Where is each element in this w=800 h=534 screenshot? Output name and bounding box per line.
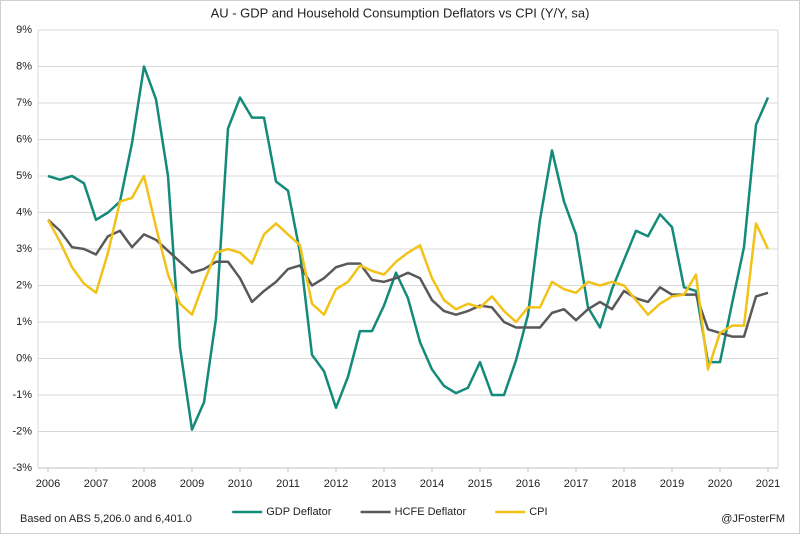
y-tick-label: 4%	[16, 206, 32, 218]
series-line	[47, 65, 770, 431]
legend-label: HCFE Deflator	[395, 506, 467, 518]
series-line	[47, 218, 769, 338]
series-line	[46, 174, 770, 371]
x-tick-label: 2014	[420, 478, 444, 490]
x-tick-label: 2009	[180, 478, 204, 490]
chart-title: AU - GDP and Household Consumption Defla…	[211, 5, 590, 20]
y-tick-label: 0%	[16, 352, 32, 364]
source-note: Based on ABS 5,206.0 and 6,401.0	[20, 513, 192, 525]
y-tick-label: 2%	[16, 279, 32, 291]
x-tick-label: 2011	[276, 478, 300, 490]
x-tick-label: 2007	[84, 478, 108, 490]
y-tick-label: 9%	[16, 24, 32, 36]
x-tick-label: 2020	[708, 478, 732, 490]
x-tick-label: 2016	[516, 478, 540, 490]
x-tick-label: 2021	[756, 478, 780, 490]
y-tick-label: 6%	[16, 133, 32, 145]
y-tick-label: -3%	[12, 462, 32, 474]
x-tick-label: 2008	[132, 478, 156, 490]
y-tick-label: 8%	[16, 60, 32, 72]
y-tick-label: -2%	[12, 425, 32, 437]
x-tick-label: 2018	[612, 478, 636, 490]
x-tick-label: 2013	[372, 478, 396, 490]
x-tick-label: 2006	[36, 478, 60, 490]
y-tick-label: 1%	[16, 316, 32, 328]
y-tick-label: -1%	[12, 389, 32, 401]
y-tick-label: 7%	[16, 97, 32, 109]
x-tick-label: 2010	[228, 478, 252, 490]
x-tick-label: 2012	[324, 478, 348, 490]
legend-label: CPI	[529, 506, 547, 518]
x-tick-label: 2019	[660, 478, 684, 490]
x-tick-label: 2017	[564, 478, 588, 490]
y-tick-label: 3%	[16, 243, 32, 255]
legend-label: GDP Deflator	[266, 506, 332, 518]
y-tick-label: 5%	[16, 170, 32, 182]
credit: @JFosterFM	[721, 513, 785, 525]
x-tick-label: 2015	[468, 478, 492, 490]
